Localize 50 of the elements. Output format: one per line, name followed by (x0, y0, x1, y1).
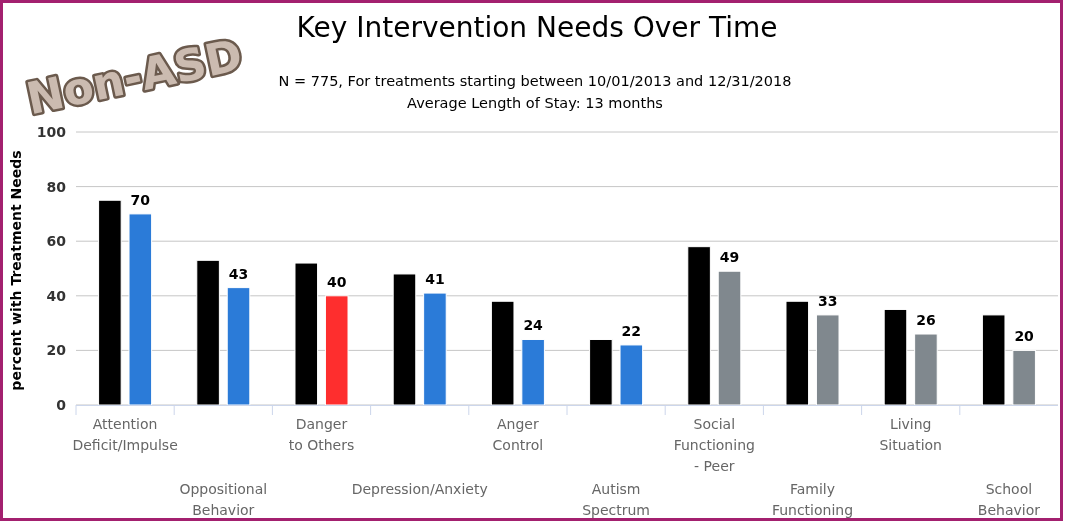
bar (294, 262, 319, 406)
bar (785, 300, 810, 406)
bar (392, 273, 417, 406)
x-tick-label: Depression/Anxiety (351, 481, 488, 497)
bar (128, 213, 153, 406)
x-tick-label: Anger Control (492, 416, 544, 453)
bar (687, 246, 711, 406)
data-label: 26 (916, 312, 936, 329)
data-label: 24 (523, 317, 544, 334)
data-label: 70 (130, 191, 151, 208)
bar (324, 295, 349, 406)
y-tick-label: 60 (46, 233, 67, 250)
data-label: 20 (1014, 328, 1035, 345)
y-tick-label: 20 (46, 342, 67, 359)
x-tick-label: Attention Deficit/Impulse (72, 416, 178, 453)
x-tick-label: Living Situation (879, 416, 942, 453)
bar (589, 338, 613, 406)
bar (196, 259, 220, 406)
bar (883, 308, 908, 406)
bar (490, 300, 515, 406)
x-tick-label: Danger to Others (288, 416, 355, 453)
data-label: 33 (817, 292, 838, 309)
data-label: 40 (326, 273, 347, 290)
data-label: 22 (621, 322, 642, 339)
y-tick-label: 100 (36, 123, 67, 140)
bar (914, 333, 938, 406)
bar (717, 270, 742, 406)
bar (521, 338, 545, 406)
bar (226, 287, 251, 406)
bar (815, 314, 840, 406)
y-tick-label: 80 (46, 178, 67, 195)
y-axis-title: percent with Treatment Needs (8, 150, 24, 391)
y-tick-label: 0 (56, 396, 67, 413)
chart-subtitle: N = 775, For treatments starting between 10/01/2013 and 12/31/2018 Average Length of Stay: 13 months (278, 73, 792, 111)
bar (1012, 349, 1036, 406)
bar (98, 199, 122, 406)
x-tick-label: School Behavior (977, 481, 1041, 518)
y-tick-label: 40 (46, 287, 67, 304)
chart-title: Key Intervention Needs Over Time (296, 11, 778, 44)
x-tick-label: Family Functioning (771, 481, 854, 518)
data-label: 49 (719, 249, 740, 266)
x-tick-label: Social Functioning - Peer (673, 416, 755, 474)
text: Non-ASD (21, 28, 247, 125)
x-tick-label: Autism Spectrum (582, 481, 651, 518)
bar (619, 344, 644, 406)
data-label: 41 (425, 271, 445, 288)
data-label: 43 (228, 265, 249, 282)
bar (981, 314, 1006, 406)
x-tick-label: Oppositional Behavior (179, 481, 268, 518)
bar (423, 292, 447, 406)
